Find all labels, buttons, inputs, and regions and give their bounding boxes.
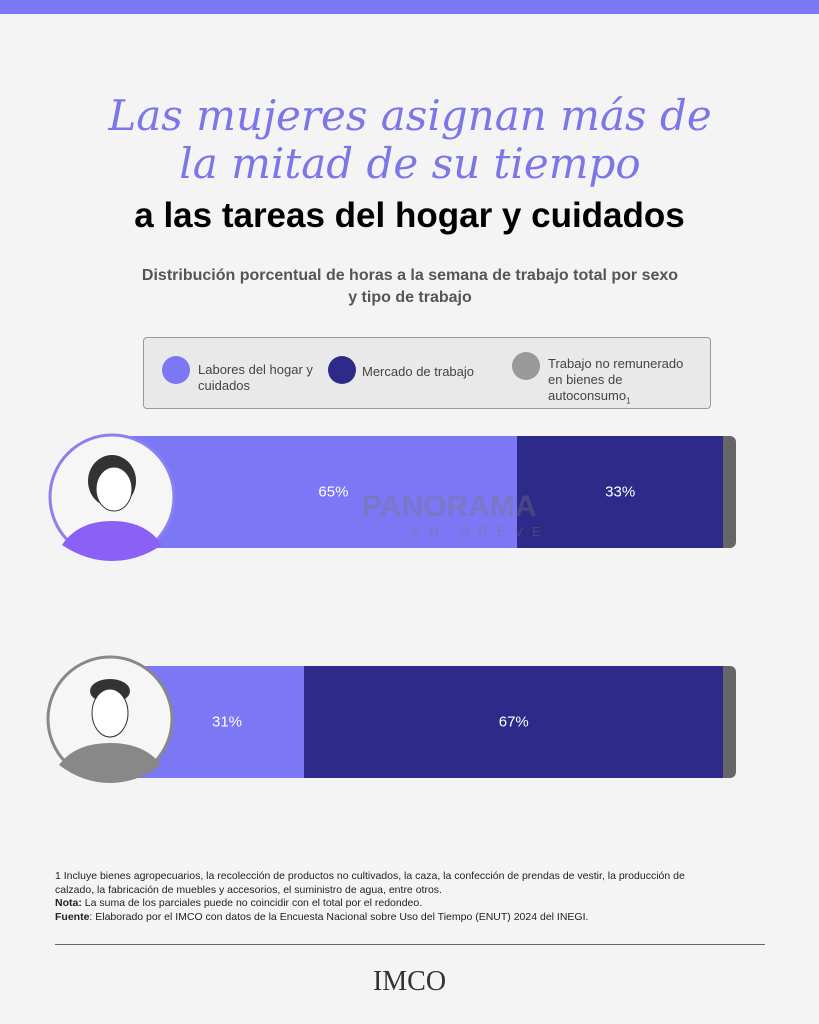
bar-segment [723,666,736,778]
title-line1: Las mujeres asignan más de la mitad de s… [108,91,712,188]
legend-label: Labores del hogar y cuidados [198,362,313,393]
bar-segment [723,436,736,548]
legend-note: 1 [626,396,631,406]
avatar-woman [48,433,176,561]
footnotes: 1 Incluye bienes agropecuarios, la recol… [55,870,725,924]
note-text: : Elaborado por el IMCO con datos de la … [89,910,589,923]
watermark: PANORAMA [362,490,537,523]
avatar-man [46,655,174,783]
legend: Labores del hogar y cuidados Mercado de … [143,337,711,409]
top-stripe [0,0,819,14]
legend-label: Mercado de trabajo [362,364,475,379]
subtitle: Distribución porcentual de horas a la se… [141,267,679,306]
bar-segment [110,436,517,548]
legend-icon [162,356,190,384]
watermark: EN BREVE [412,524,550,539]
value-label: 33% [605,483,636,501]
legend-text: Trabajo no remunerado en bienes de autoc… [548,356,684,403]
note-label: Fuente [55,910,90,923]
bar-segment [304,666,724,778]
note-label: Nota: [55,897,82,909]
value-label: 67% [498,713,529,731]
divider [55,944,765,945]
footnote: Fuente: Elaborado por el IMCO con datos … [55,911,725,925]
legend-icon [328,356,356,384]
title-line2: a las tareas del hogar y cuidados [134,196,685,235]
value-label: 65% [318,483,349,501]
legend-label: Trabajo no remunerado en bienes de autoc… [548,356,698,410]
legend-icon [512,352,540,380]
footnote: 1 Incluye bienes agropecuarios, la recol… [55,870,725,897]
note-mark: 1 [55,870,61,882]
note-text: Incluye bienes agropecuarios, la recolec… [55,870,685,896]
logo: IMCO [372,966,447,997]
note-text: La suma de los parciales puede no coinci… [84,897,423,909]
value-label: 31% [212,713,243,731]
footnote: Nota: La suma de los parciales puede no … [55,897,725,911]
bar-segment [516,436,724,548]
